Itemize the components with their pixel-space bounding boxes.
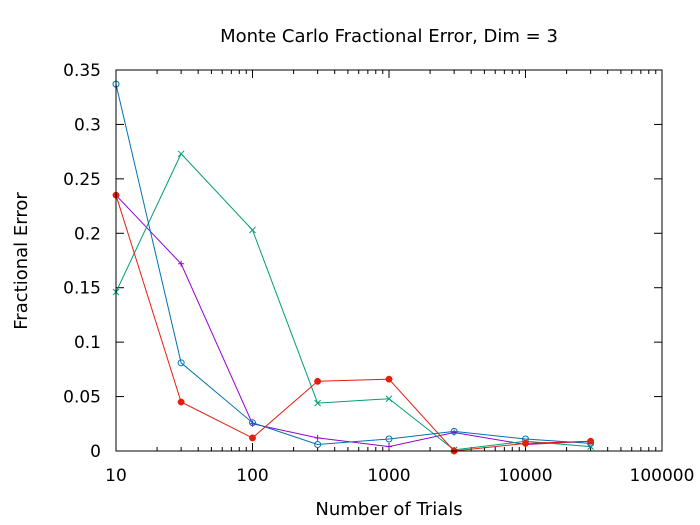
y-tick-label: 0.1 bbox=[74, 333, 101, 353]
x-tick-label: 100000 bbox=[630, 466, 695, 486]
series-3-point bbox=[249, 419, 256, 427]
plot-frame bbox=[115, 69, 663, 452]
series-2-point bbox=[249, 226, 256, 234]
y-tick-label: 0 bbox=[90, 442, 101, 462]
series-2-point bbox=[385, 395, 393, 403]
y-tick-label: 0.25 bbox=[63, 170, 101, 190]
series-1-point bbox=[386, 443, 392, 450]
series-1-point bbox=[178, 260, 185, 267]
series-2-point bbox=[177, 150, 185, 158]
y-tick-label: 0.35 bbox=[63, 61, 101, 81]
x-tick-label: 100 bbox=[236, 466, 268, 486]
series-3-point bbox=[177, 359, 185, 367]
series-group bbox=[112, 80, 595, 455]
y-tick-label: 0.15 bbox=[63, 279, 101, 299]
series-1 bbox=[113, 192, 594, 450]
series-4-point bbox=[249, 434, 256, 442]
series-3-point bbox=[314, 440, 322, 448]
axis-ticks: 0 0.05 0.1 0.15 0.2 0.25 0.3 0.35 10 100 1000 10000… bbox=[63, 61, 694, 486]
series-4-line bbox=[115, 195, 591, 452]
series-3 bbox=[112, 80, 595, 448]
y-tick-label: 0.05 bbox=[63, 388, 101, 408]
chart-title: Monte Carlo Fractional Error, Dim = 3 bbox=[220, 26, 558, 47]
x-tick-label: 1000 bbox=[367, 466, 410, 486]
series-1-line bbox=[115, 194, 591, 448]
series-4-point bbox=[522, 439, 529, 447]
series-4 bbox=[112, 191, 595, 455]
y-tick-label: 0.2 bbox=[74, 224, 101, 244]
x-axis-label: Number of Trials bbox=[315, 499, 462, 520]
y-axis-label: Fractional Error bbox=[11, 192, 32, 330]
series-2 bbox=[112, 150, 594, 454]
series-3-line bbox=[115, 84, 591, 446]
series-2-point bbox=[314, 399, 321, 407]
series-3-point bbox=[385, 435, 393, 443]
series-3-point bbox=[450, 427, 458, 435]
series-2-line bbox=[115, 152, 591, 451]
series-4-point bbox=[385, 375, 393, 383]
series-4-point bbox=[177, 398, 185, 406]
y-tick-label: 0.3 bbox=[74, 115, 101, 135]
x-tick-label: 10 bbox=[105, 466, 127, 486]
series-1-point bbox=[314, 434, 321, 441]
x-tick-label: 10000 bbox=[498, 466, 552, 486]
series-4-point bbox=[587, 437, 595, 445]
series-4-point bbox=[314, 377, 322, 385]
